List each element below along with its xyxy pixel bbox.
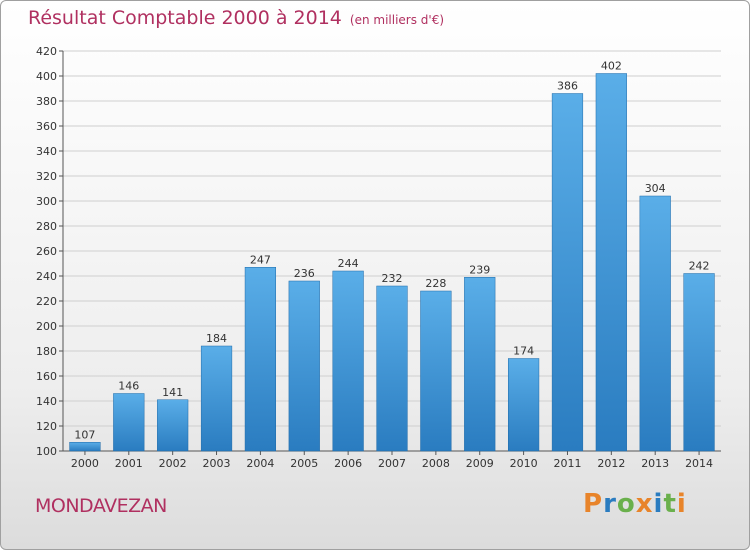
y-tick-label: 120 <box>36 420 57 433</box>
x-tick-label: 2006 <box>334 457 362 470</box>
bar <box>420 290 452 452</box>
bar <box>113 393 145 452</box>
bar-value-label: 247 <box>250 253 271 266</box>
y-tick-label: 240 <box>36 270 57 283</box>
logo-letter: x <box>635 489 654 519</box>
axes: 100 120 140 160 180 200 220 240 260 280 300 320 340 3… <box>36 45 721 470</box>
chart-subtitle: (en milliers d'€) <box>349 13 445 27</box>
bar <box>69 442 101 452</box>
chart-title-text: Résultat Comptable 2000 à 2014 <box>28 7 342 29</box>
bar-value-label: 244 <box>338 257 359 270</box>
y-tick-label: 360 <box>36 120 57 133</box>
x-tick-label: 2012 <box>597 457 625 470</box>
bar-value-label: 386 <box>557 80 578 93</box>
bar-value-label: 174 <box>513 345 534 358</box>
y-tick-label: 280 <box>36 220 57 233</box>
bar-value-label: 107 <box>74 428 95 441</box>
data-labels: 107 146 141 184 247 236 244 232 228 239 174 386 402 3… <box>74 60 709 442</box>
logo-letter: i <box>676 489 687 519</box>
y-tick-label: 380 <box>36 95 57 108</box>
bar <box>551 93 584 452</box>
y-tick-label: 260 <box>36 245 57 258</box>
x-tick-label: 2004 <box>246 457 274 470</box>
y-tick-label: 140 <box>36 395 57 408</box>
bar-value-label: 146 <box>118 380 139 393</box>
bar <box>200 345 233 452</box>
bar-chart: 100 120 140 160 180 200 220 240 260 280 300 320 340 3… <box>36 45 721 470</box>
x-tick-label: 2003 <box>203 457 231 470</box>
logo-letter: o <box>616 489 636 519</box>
y-tick-label: 220 <box>36 295 57 308</box>
bar <box>288 280 320 452</box>
bars <box>69 73 715 452</box>
x-tick-label: 2005 <box>290 457 318 470</box>
x-tick-label: 2001 <box>115 457 143 470</box>
bar <box>683 273 715 452</box>
bar <box>507 358 540 452</box>
x-tick-label: 2002 <box>159 457 187 470</box>
bar <box>639 195 671 452</box>
proxiti-logo[interactable]: Proxiti <box>583 489 687 519</box>
bar-value-label: 402 <box>601 60 622 73</box>
chart-title: Résultat Comptable 2000 à 2014 (en millie… <box>28 7 444 29</box>
y-tick-label: 100 <box>36 445 57 458</box>
logo-letter: P <box>583 489 604 519</box>
y-tick-label: 180 <box>36 345 57 358</box>
y-tick-label: 400 <box>36 70 57 83</box>
logo-letter: r <box>603 489 617 519</box>
x-tick-label: 2009 <box>466 457 494 470</box>
bar <box>244 267 277 452</box>
location-name: MONDAVEZAN <box>35 495 167 517</box>
x-tick-label: 2007 <box>378 457 406 470</box>
logo-letter: t <box>663 489 677 519</box>
bar-value-label: 141 <box>162 386 183 399</box>
logo-letter: i <box>653 489 664 519</box>
bar <box>464 277 496 452</box>
x-tick-label: 2013 <box>641 457 669 470</box>
bar-value-label: 236 <box>294 267 315 280</box>
x-tick-label: 2011 <box>553 457 581 470</box>
x-tick-label: 2010 <box>510 457 538 470</box>
bar <box>157 399 189 452</box>
bar <box>376 285 408 452</box>
y-tick-label: 160 <box>36 370 57 383</box>
x-tick-label: 2014 <box>685 457 713 470</box>
bar-value-label: 184 <box>206 332 227 345</box>
bar-value-label: 242 <box>689 260 710 273</box>
y-tick-label: 300 <box>36 195 57 208</box>
bar <box>595 73 627 452</box>
bar-value-label: 228 <box>425 277 446 290</box>
y-tick-label: 420 <box>36 45 57 58</box>
y-tick-label: 340 <box>36 145 57 158</box>
bar-value-label: 239 <box>469 263 490 276</box>
x-tick-label: 2008 <box>422 457 450 470</box>
y-tick-label: 320 <box>36 170 57 183</box>
bar-value-label: 304 <box>645 182 666 195</box>
bar-value-label: 232 <box>382 272 403 285</box>
bar <box>332 270 364 452</box>
x-tick-label: 2000 <box>71 457 99 470</box>
y-tick-label: 200 <box>36 320 57 333</box>
